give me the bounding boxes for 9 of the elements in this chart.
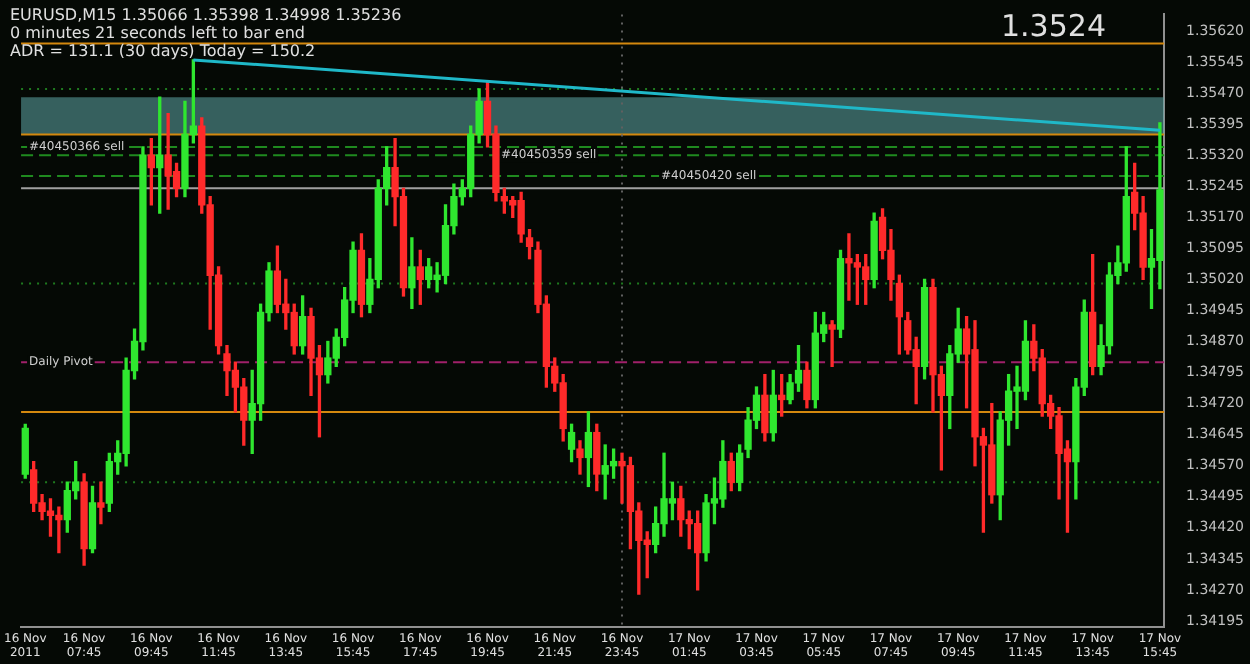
annotation: ADR = 131.1 (30 days) Today = 150.2 (10, 42, 316, 60)
annotation: 1.3524 (1001, 8, 1106, 44)
candlestick (97, 481, 105, 525)
candlestick (845, 233, 853, 301)
annotation: EURUSD,M15 1.35066 1.35398 1.34998 1.35236 (10, 6, 402, 24)
candlestick (828, 320, 836, 368)
candlestick (55, 506, 63, 554)
candlestick (164, 113, 172, 210)
annotation: 0 minutes 21 seconds left to bar end (10, 24, 305, 42)
